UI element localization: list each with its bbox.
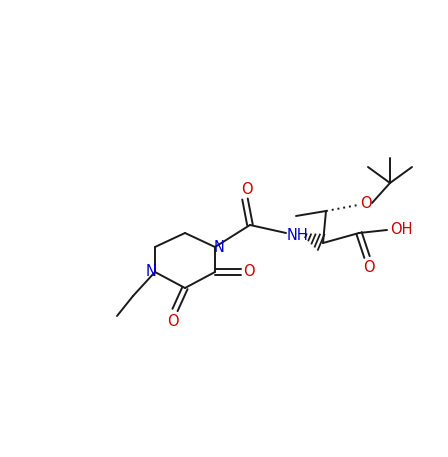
Text: N: N — [214, 239, 224, 255]
Text: O: O — [363, 260, 375, 276]
Text: N: N — [146, 265, 156, 280]
Text: NH: NH — [286, 228, 308, 243]
Text: O: O — [243, 265, 255, 280]
Text: O: O — [360, 196, 372, 211]
Text: OH: OH — [390, 223, 412, 238]
Text: O: O — [241, 181, 253, 197]
Text: O: O — [167, 314, 179, 329]
